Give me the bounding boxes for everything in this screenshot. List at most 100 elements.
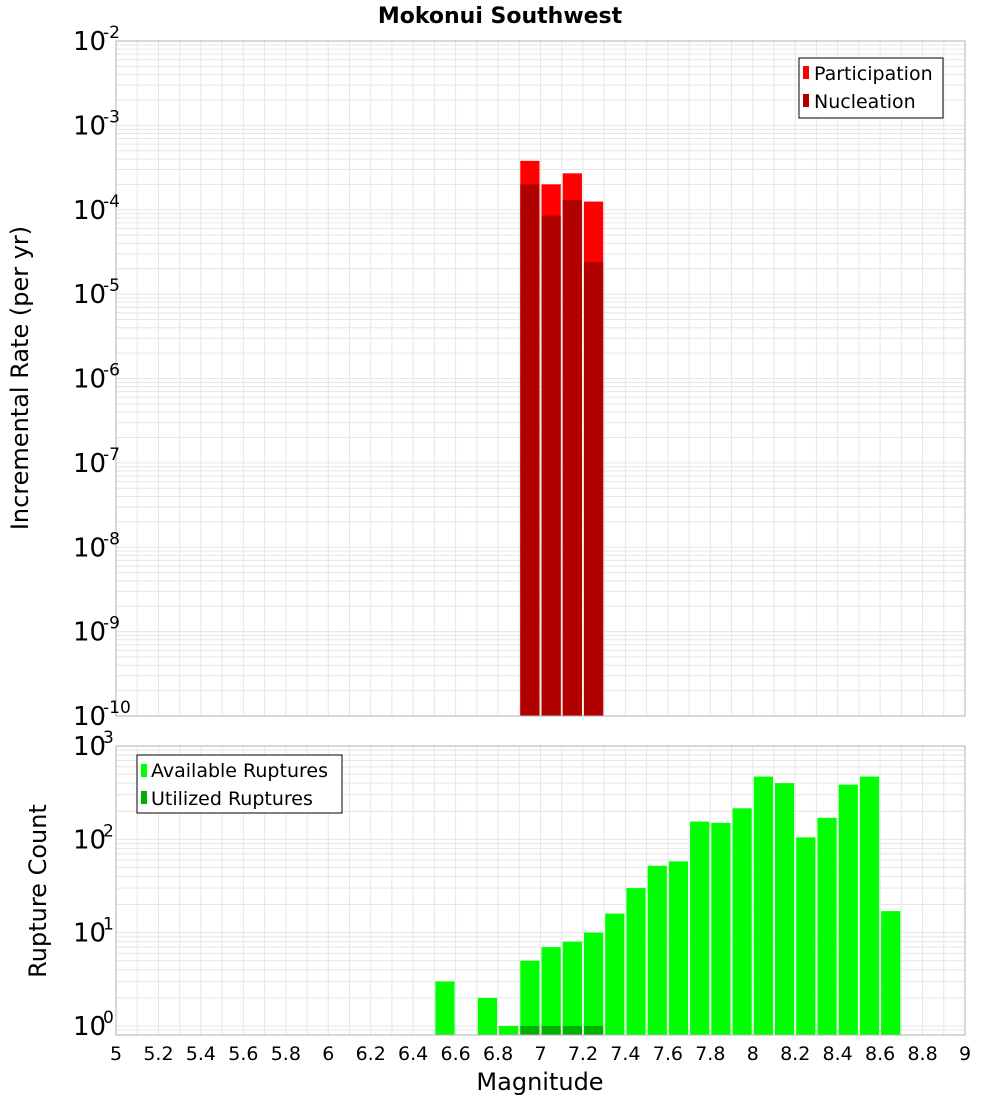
top-y-tick-label: 10 bbox=[73, 618, 106, 648]
bottom-y-tick-exponent: 1 bbox=[103, 915, 114, 935]
top-y-tick-label: 10 bbox=[73, 533, 106, 563]
bottom-bar-available-ruptures bbox=[711, 822, 731, 1035]
x-tick-label: 7.2 bbox=[568, 1043, 598, 1065]
bottom-legend: Available Ruptures Utilized Ruptures bbox=[136, 754, 343, 814]
bottom-legend-box bbox=[136, 754, 343, 814]
top-y-tick-label: 10 bbox=[73, 702, 106, 732]
bottom-bar-available-ruptures bbox=[541, 947, 561, 1035]
x-tick-label: 8.2 bbox=[780, 1043, 810, 1065]
x-tick-label: 7 bbox=[534, 1043, 546, 1065]
top-plot-frame bbox=[115, 40, 966, 717]
bottom-y-tick-label: 10 bbox=[73, 1012, 106, 1042]
bottom-bar-available-ruptures bbox=[796, 837, 816, 1035]
bottom-bar-available-ruptures bbox=[583, 932, 604, 1035]
bottom-bar-available-ruptures bbox=[732, 808, 752, 1035]
top-y-tick-exponent: -10 bbox=[103, 698, 131, 718]
bottom-y-tick-label: 10 bbox=[73, 919, 106, 949]
top-y-tick-exponent: -6 bbox=[103, 361, 120, 381]
bottom-bar-available-ruptures bbox=[477, 997, 498, 1035]
bottom-bar-available-ruptures bbox=[817, 817, 837, 1035]
top-gridlines bbox=[115, 40, 966, 717]
bottom-bar-available-ruptures bbox=[668, 861, 689, 1035]
top-y-axis-label: Incremental Rate (per yr) bbox=[6, 226, 34, 530]
top-y-tick-label: 10 bbox=[73, 365, 106, 395]
legend-swatch-nucleation bbox=[803, 94, 809, 107]
x-tick-label: 7.8 bbox=[695, 1043, 725, 1065]
x-tick-label: 8.8 bbox=[907, 1043, 937, 1065]
x-tick-label: 7.4 bbox=[610, 1043, 640, 1065]
chart-title: Mokonui Southwest bbox=[378, 4, 623, 29]
top-y-tick-label: 10 bbox=[73, 449, 106, 479]
x-tick-label: 9 bbox=[959, 1043, 971, 1065]
top-bar-nucleation bbox=[562, 200, 582, 716]
legend-swatch-available bbox=[141, 764, 147, 777]
top-y-tick-label: 10 bbox=[73, 27, 106, 57]
legend-label-utilized: Utilized Ruptures bbox=[151, 788, 313, 810]
top-y-tick-exponent: -8 bbox=[103, 529, 120, 549]
bottom-bar-available-ruptures bbox=[520, 960, 540, 1035]
top-bar-nucleation bbox=[541, 215, 561, 717]
top-y-tick-exponent: -9 bbox=[103, 614, 120, 634]
x-tick-label: 6.8 bbox=[483, 1043, 513, 1065]
x-tick-label: 5.8 bbox=[271, 1043, 301, 1065]
bottom-bar-available-ruptures bbox=[626, 888, 646, 1035]
bottom-y-axis-label: Rupture Count bbox=[24, 804, 52, 978]
bottom-y-tick-label: 10 bbox=[73, 825, 106, 855]
top-y-tick-exponent: -5 bbox=[103, 276, 120, 296]
x-axis-label: Magnitude bbox=[476, 1068, 603, 1096]
top-y-tick-exponent: -2 bbox=[103, 23, 120, 43]
x-tick-label: 6 bbox=[322, 1043, 334, 1065]
bottom-y-tick-exponent: 2 bbox=[103, 821, 114, 841]
top-y-ticks: 10-210-310-410-510-610-710-810-910-10 bbox=[73, 23, 131, 732]
top-legend: Participation Nucleation bbox=[798, 57, 944, 119]
x-tick-label: 5.2 bbox=[143, 1043, 173, 1065]
x-tick-label: 8 bbox=[747, 1043, 759, 1065]
x-tick-label: 6.6 bbox=[440, 1043, 470, 1065]
top-bars bbox=[520, 160, 604, 717]
x-tick-label: 5.6 bbox=[228, 1043, 258, 1065]
legend-swatch-participation bbox=[803, 66, 809, 79]
legend-swatch-utilized bbox=[141, 791, 147, 804]
top-bar-nucleation bbox=[520, 184, 540, 717]
bottom-bar-available-ruptures bbox=[435, 981, 455, 1035]
top-y-tick-label: 10 bbox=[73, 280, 106, 310]
bottom-bar-available-ruptures bbox=[774, 783, 795, 1035]
x-tick-label: 5.4 bbox=[186, 1043, 216, 1065]
bottom-y-tick-exponent: 3 bbox=[103, 728, 114, 748]
x-tick-label: 8.4 bbox=[823, 1043, 853, 1065]
bottom-bar-utilized-ruptures bbox=[520, 1025, 540, 1035]
x-tick-label: 6.4 bbox=[398, 1043, 428, 1065]
bottom-bar-available-ruptures bbox=[562, 941, 582, 1035]
bottom-bar-available-ruptures bbox=[881, 911, 901, 1035]
x-tick-label: 8.6 bbox=[865, 1043, 895, 1065]
bottom-bar-available-ruptures bbox=[690, 821, 710, 1035]
top-legend-box bbox=[798, 57, 944, 119]
legend-label-participation: Participation bbox=[814, 63, 933, 85]
legend-label-available: Available Ruptures bbox=[151, 760, 328, 782]
bottom-bar-available-ruptures bbox=[859, 776, 880, 1035]
bottom-bar-available-ruptures bbox=[753, 776, 773, 1035]
bottom-bar-available-ruptures bbox=[499, 1025, 519, 1035]
bottom-bar-utilized-ruptures bbox=[583, 1025, 604, 1035]
bottom-bar-available-ruptures bbox=[605, 913, 625, 1035]
bottom-y-tick-label: 10 bbox=[73, 732, 106, 762]
bottom-y-tick-exponent: 0 bbox=[103, 1008, 114, 1028]
x-tick-label: 6.2 bbox=[356, 1043, 386, 1065]
bottom-bar-available-ruptures bbox=[838, 784, 858, 1035]
bottom-plot-frame bbox=[115, 745, 966, 1036]
x-tick-labels: 5 5.2 5.4 5.6 5.8 6 6.2 6.4 6.6 6.8 7 7.2 7.4 7.6 7.8 8… bbox=[110, 1043, 971, 1065]
bottom-bar-available-ruptures bbox=[647, 865, 667, 1035]
x-tick-label: 7.6 bbox=[653, 1043, 683, 1065]
top-y-tick-exponent: -7 bbox=[103, 445, 120, 465]
bottom-bar-utilized-ruptures bbox=[562, 1025, 582, 1035]
top-y-tick-exponent: -3 bbox=[103, 107, 120, 127]
top-y-tick-label: 10 bbox=[73, 111, 106, 141]
top-bar-nucleation bbox=[583, 262, 604, 716]
x-tick-label: 5 bbox=[110, 1043, 122, 1065]
bottom-bar-utilized-ruptures bbox=[541, 1025, 561, 1035]
top-y-tick-exponent: -4 bbox=[103, 192, 120, 212]
top-y-tick-label: 10 bbox=[73, 196, 106, 226]
